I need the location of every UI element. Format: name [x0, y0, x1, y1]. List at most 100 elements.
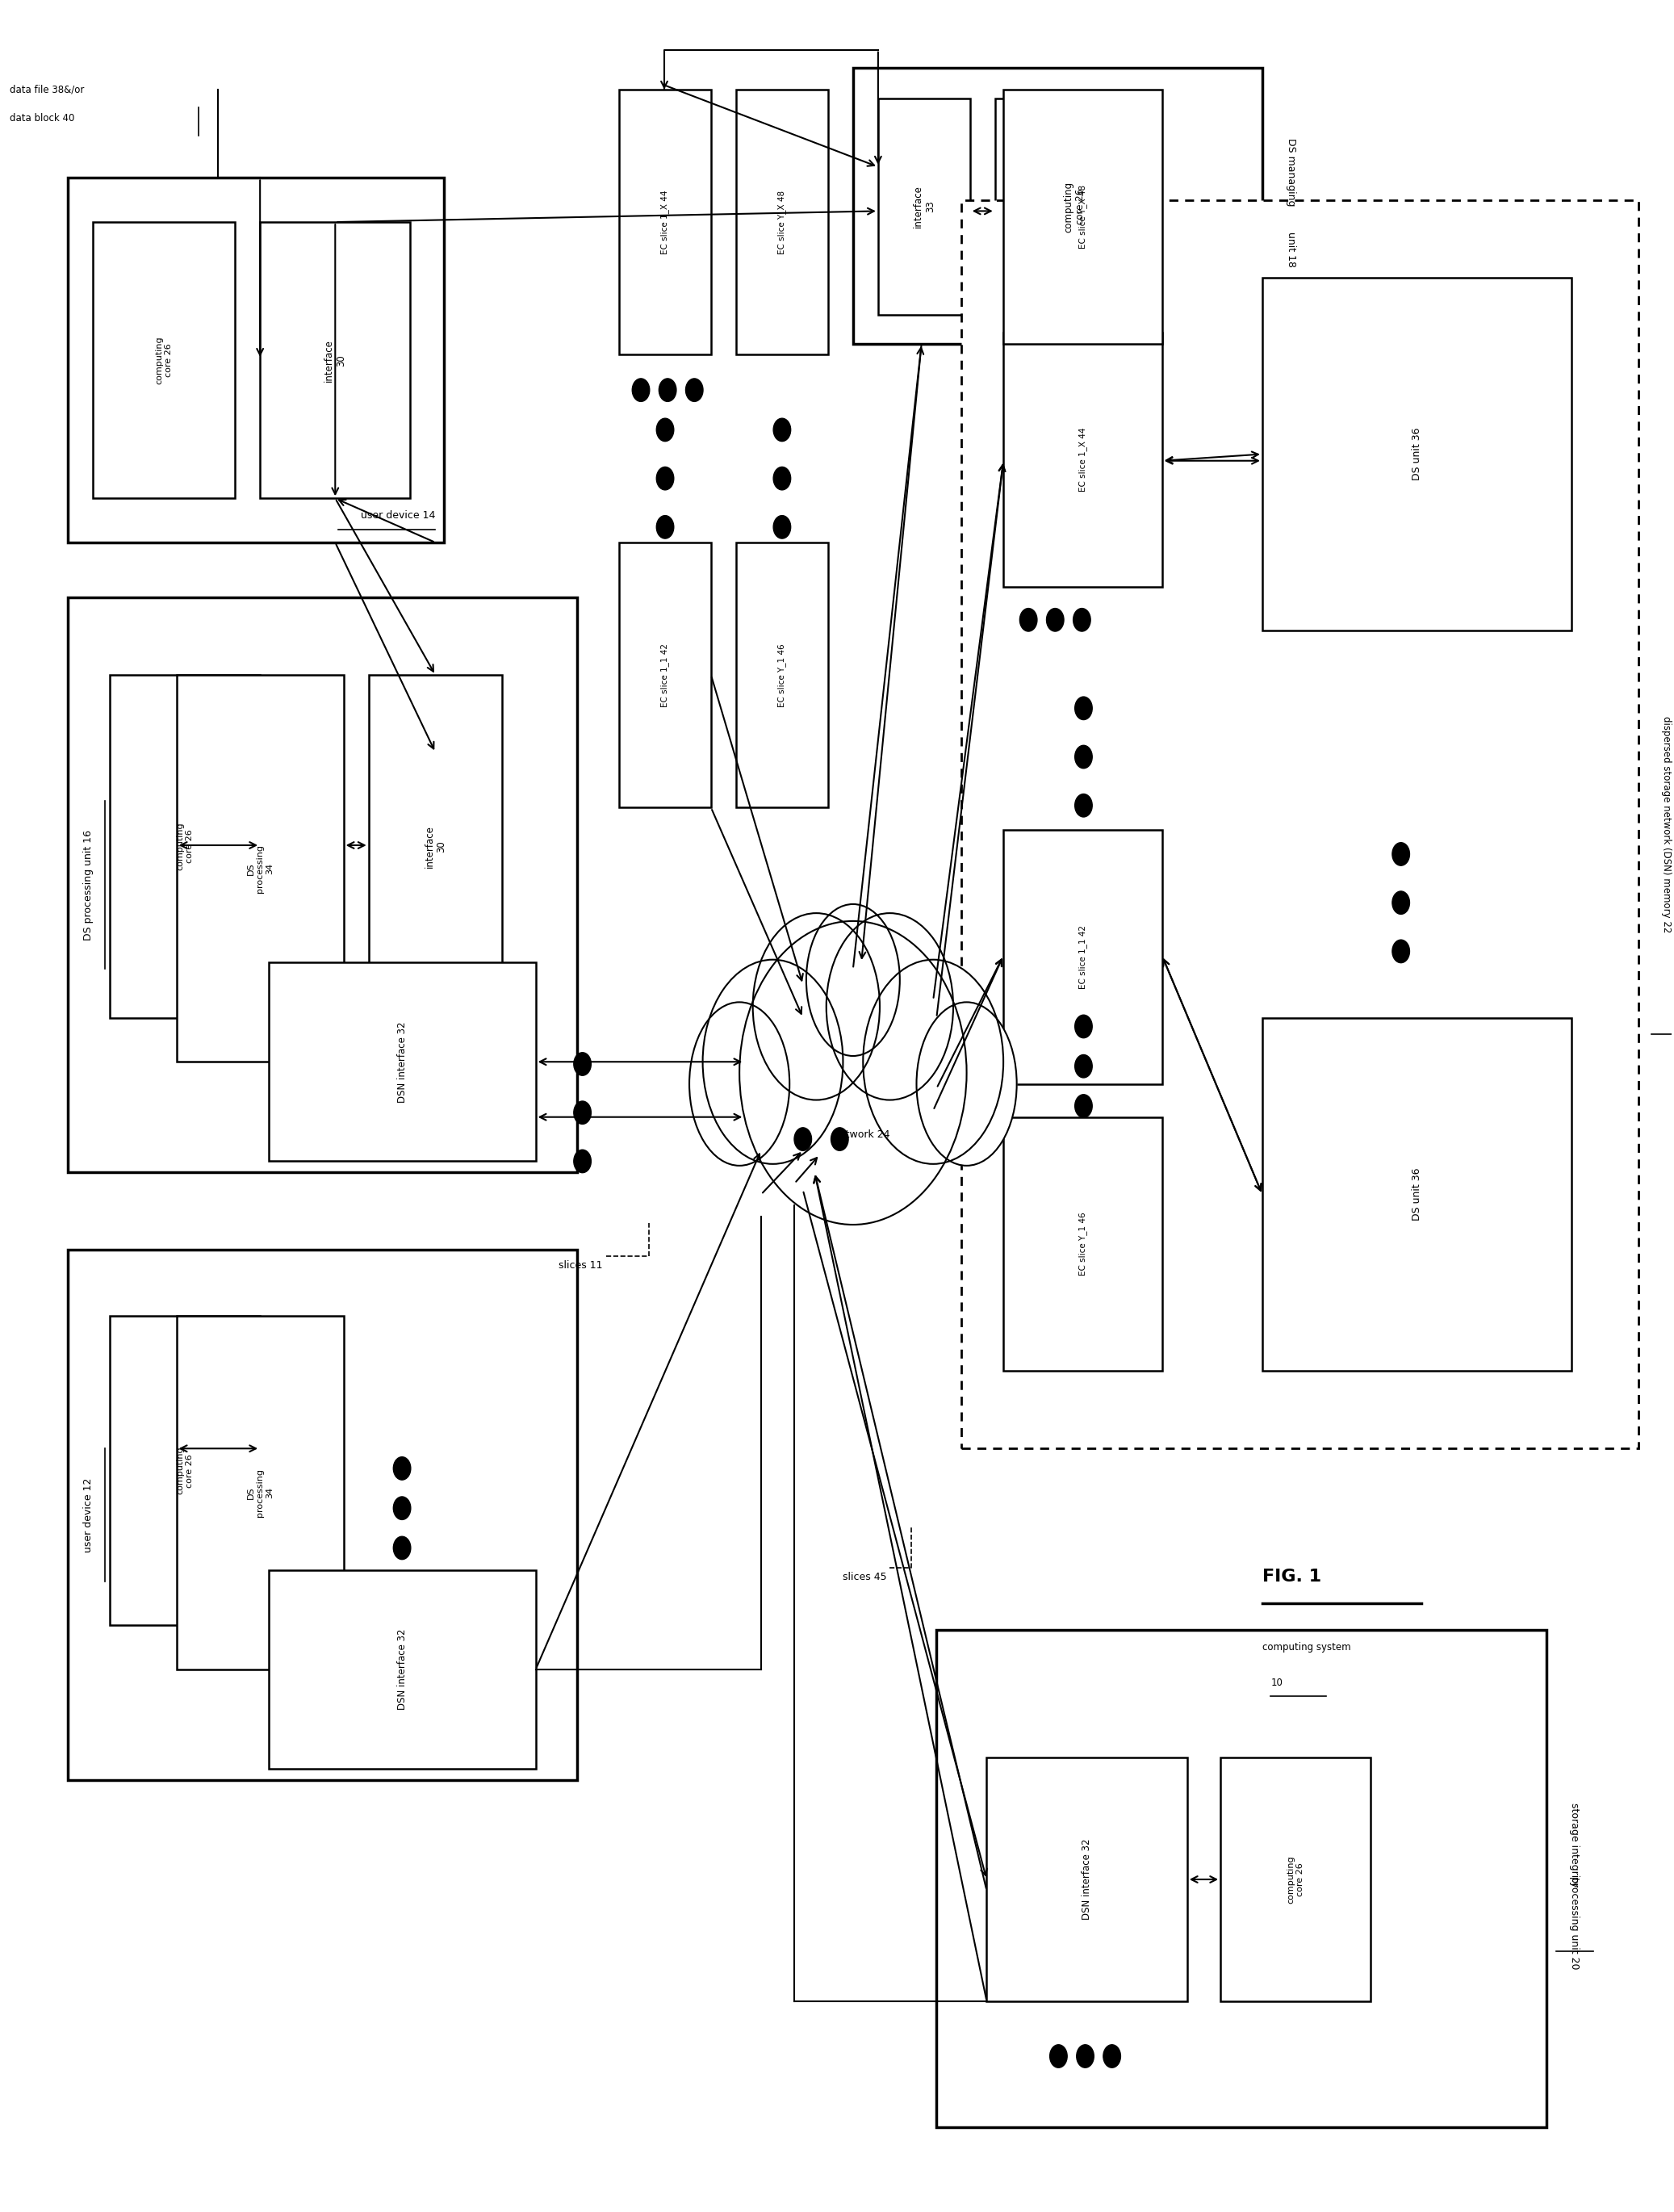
Text: network 24: network 24 — [834, 1130, 891, 1139]
Bar — [936, 1630, 1547, 2128]
Text: DS
processing
34: DS processing 34 — [246, 845, 273, 894]
Text: processing unit 20: processing unit 20 — [1570, 1876, 1580, 1969]
Text: computing system: computing system — [1262, 1641, 1351, 1652]
Bar — [1003, 830, 1162, 1084]
Bar — [69, 1250, 578, 1781]
Circle shape — [656, 515, 675, 538]
Bar — [1003, 88, 1162, 343]
Circle shape — [656, 467, 675, 489]
Bar — [737, 542, 829, 807]
Bar — [879, 97, 969, 314]
Ellipse shape — [740, 920, 966, 1225]
Text: EC slice 1_X 44: EC slice 1_X 44 — [661, 190, 670, 254]
Text: EC slice Y_1 46: EC slice Y_1 46 — [778, 644, 787, 708]
Text: EC slice Y_X 48: EC slice Y_X 48 — [1078, 184, 1086, 248]
Text: user device 12: user device 12 — [82, 1478, 94, 1553]
Text: unit 18: unit 18 — [1286, 232, 1296, 268]
Text: FIG. 1: FIG. 1 — [1262, 1568, 1321, 1584]
Bar — [1262, 276, 1572, 630]
Circle shape — [656, 418, 675, 442]
Text: computing
core 26: computing core 26 — [1287, 1856, 1304, 1905]
Circle shape — [574, 1102, 591, 1124]
Bar — [1003, 332, 1162, 586]
Circle shape — [1075, 1095, 1091, 1117]
Text: DS unit 36: DS unit 36 — [1411, 427, 1421, 480]
Text: DS
processing
34: DS processing 34 — [246, 1469, 273, 1517]
Text: data file 38&/or: data file 38&/or — [10, 84, 84, 95]
Circle shape — [1103, 2044, 1120, 2068]
Circle shape — [393, 1458, 410, 1480]
Text: EC slice Y_X 48: EC slice Y_X 48 — [778, 190, 787, 254]
Circle shape — [1393, 843, 1410, 865]
Text: storage integrity: storage integrity — [1570, 1803, 1580, 1887]
Circle shape — [830, 1128, 849, 1150]
Text: data block 40: data block 40 — [10, 113, 74, 124]
Circle shape — [393, 1498, 410, 1520]
Circle shape — [1075, 1015, 1091, 1037]
Text: computing
core 26: computing core 26 — [176, 1447, 194, 1495]
Ellipse shape — [864, 960, 1003, 1164]
Ellipse shape — [827, 914, 953, 1099]
Ellipse shape — [916, 1002, 1016, 1166]
Bar — [854, 66, 1262, 343]
Text: DSN interface 32: DSN interface 32 — [1081, 1838, 1091, 1920]
Text: EC slice Y_1 46: EC slice Y_1 46 — [1078, 1212, 1086, 1276]
Bar — [737, 88, 829, 354]
Circle shape — [1393, 891, 1410, 914]
Circle shape — [1076, 2044, 1093, 2068]
Text: dispersed storage network (DSN) memory 22: dispersed storage network (DSN) memory 2… — [1661, 717, 1672, 933]
Text: EC slice 1_1 42: EC slice 1_1 42 — [1078, 925, 1086, 989]
Circle shape — [633, 378, 650, 403]
Circle shape — [1393, 940, 1410, 962]
Circle shape — [1075, 1055, 1091, 1077]
Text: computing
core 26: computing core 26 — [176, 823, 194, 869]
Circle shape — [1075, 745, 1091, 768]
Circle shape — [773, 418, 790, 442]
Bar — [259, 221, 410, 498]
Bar — [176, 675, 343, 1062]
Circle shape — [393, 1537, 410, 1559]
Bar — [94, 221, 234, 498]
Bar — [368, 675, 502, 1018]
Text: slices 11: slices 11 — [559, 1261, 603, 1270]
Text: DS managing: DS managing — [1286, 139, 1296, 206]
Text: EC slice 1_1 42: EC slice 1_1 42 — [661, 644, 670, 708]
Bar — [69, 597, 578, 1172]
Text: user device 14: user device 14 — [362, 511, 435, 520]
Text: 10: 10 — [1271, 1677, 1282, 1688]
Circle shape — [574, 1053, 591, 1075]
Bar — [69, 177, 444, 542]
Text: interface
30: interface 30 — [323, 338, 347, 380]
Bar — [110, 1316, 259, 1626]
Bar — [268, 1571, 536, 1770]
Circle shape — [1075, 697, 1091, 719]
Circle shape — [773, 467, 790, 489]
Bar — [1003, 1117, 1162, 1371]
Text: computing
core 26: computing core 26 — [156, 336, 172, 385]
Ellipse shape — [690, 1002, 790, 1166]
Bar — [961, 199, 1639, 1449]
Circle shape — [1019, 608, 1038, 630]
Bar — [986, 1759, 1187, 2002]
Circle shape — [1046, 608, 1065, 630]
Text: EC slice 1_X 44: EC slice 1_X 44 — [1078, 427, 1086, 491]
Bar — [994, 97, 1153, 314]
Ellipse shape — [753, 914, 881, 1099]
Circle shape — [1050, 2044, 1066, 2068]
Circle shape — [660, 378, 676, 403]
Bar — [1262, 1018, 1572, 1371]
Bar — [619, 88, 711, 354]
Circle shape — [1073, 608, 1090, 630]
Circle shape — [686, 378, 703, 403]
Text: computing
core 26: computing core 26 — [1063, 181, 1086, 232]
Text: DSN interface 32: DSN interface 32 — [397, 1022, 407, 1102]
Ellipse shape — [807, 905, 901, 1055]
Circle shape — [773, 515, 790, 538]
Bar — [268, 962, 536, 1161]
Bar — [1220, 1759, 1371, 2002]
Text: DS processing unit 16: DS processing unit 16 — [82, 830, 94, 940]
Bar — [176, 1316, 343, 1670]
Ellipse shape — [703, 960, 844, 1164]
Circle shape — [793, 1128, 812, 1150]
Circle shape — [1075, 794, 1091, 816]
